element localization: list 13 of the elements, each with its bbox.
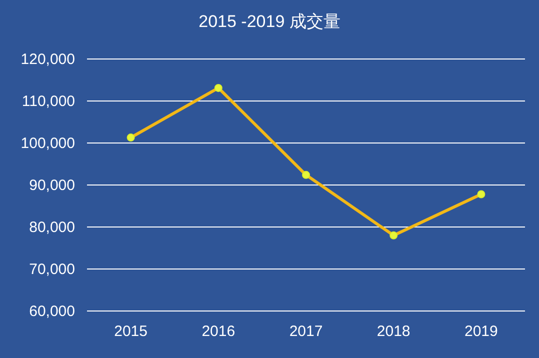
y-tick-label: 90,000 xyxy=(29,177,75,194)
y-tick-label: 110,000 xyxy=(22,93,75,110)
title: 2015 -2019 成交量 xyxy=(198,12,340,31)
x-tick-label: 2015 xyxy=(114,323,148,340)
y-tick-label: 60,000 xyxy=(29,303,75,320)
x-tick-label: 2016 xyxy=(202,323,236,340)
y-tick-label: 100,000 xyxy=(20,135,75,152)
x-tick-label: 2019 xyxy=(464,323,498,340)
x-tick-label: 2018 xyxy=(376,323,410,340)
y-tick-label: 70,000 xyxy=(29,261,75,278)
x-tick-label: 2017 xyxy=(289,323,323,340)
y-tick-label: 120,000 xyxy=(20,51,75,68)
y-tick-label: 80,000 xyxy=(29,219,75,236)
